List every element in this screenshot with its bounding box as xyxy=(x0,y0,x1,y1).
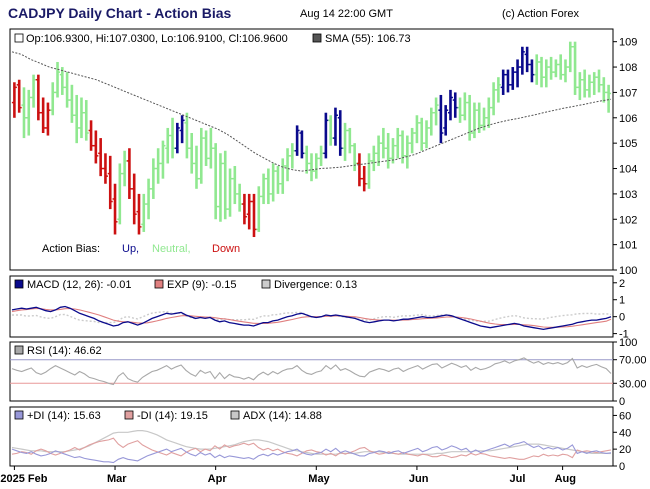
rsi-axis-tick-label: 70.00 xyxy=(619,355,647,367)
rsi-panel-frame xyxy=(9,341,614,402)
macd-axis-tick-label: -1 xyxy=(619,329,629,341)
divergence-legend-swatch xyxy=(261,279,271,289)
pdi-legend-swatch xyxy=(14,410,24,420)
x-axis-tick-label: Apr xyxy=(208,473,228,485)
price-axis-tick-label: 102 xyxy=(619,214,637,226)
adx-legend-text: ADX (14): 14.88 xyxy=(243,410,322,422)
x-axis-tick-label: Aug xyxy=(555,473,576,485)
exp-legend-swatch xyxy=(154,279,164,289)
ohlc-legend-swatch xyxy=(14,33,24,43)
dmi-axis-tick-label: 40 xyxy=(619,427,631,439)
ohlc-legend-text: Op:106.9300, Hi:107.0300, Lo:106.9100, C… xyxy=(26,33,288,45)
price-axis-tick-label: 109 xyxy=(619,37,637,49)
macd-axis-tick-label: 0 xyxy=(619,312,625,324)
chart-datetime: Aug 14 22:00 GMT xyxy=(300,8,393,20)
divergence-legend-text: Divergence: 0.13 xyxy=(274,279,357,291)
x-axis-tick-label: 2025 Feb xyxy=(0,473,47,485)
action-bias-label: Action Bias: xyxy=(42,243,100,255)
mdi-legend-swatch xyxy=(124,410,134,420)
dmi-panel-frame xyxy=(9,406,614,467)
price-axis-tick-label: 107 xyxy=(619,87,637,99)
rsi-axis-tick-label: 30.00 xyxy=(619,378,647,390)
price-axis-tick-label: 105 xyxy=(619,138,637,150)
sma-legend-swatch xyxy=(312,33,322,43)
exp-legend-text: EXP (9): -0.15 xyxy=(167,279,237,291)
price-axis-tick-label: 100 xyxy=(619,265,637,277)
rsi-axis-tick-label: 0 xyxy=(619,396,625,408)
x-axis-tick-label: Mar xyxy=(107,473,127,485)
dmi-axis-tick-label: 0 xyxy=(619,461,625,473)
macd-legend-text: MACD (12, 26): -0.01 xyxy=(27,279,132,291)
pdi-line xyxy=(11,440,612,464)
x-axis-tick-label: Jul xyxy=(510,473,526,485)
copyright-text: (c) Action Forex xyxy=(502,8,580,20)
dmi-axis-tick-label: 20 xyxy=(619,444,631,456)
macd-axis-tick-label: 2 xyxy=(619,278,625,290)
rsi-legend-text: RSI (14): 46.62 xyxy=(27,345,102,357)
sma-legend-text: SMA (55): 106.73 xyxy=(325,33,411,45)
price-legend-bg xyxy=(12,31,392,46)
price-axis-tick-label: 104 xyxy=(619,164,637,176)
price-axis-tick-label: 103 xyxy=(619,189,637,201)
chart-title: CADJPY Daily Chart - Action Bias xyxy=(8,5,232,21)
macd-line xyxy=(11,305,612,331)
sma-line xyxy=(11,51,612,172)
action-bias-neutral-label: Neutral, xyxy=(152,243,191,255)
dmi-axis-tick-label: 60 xyxy=(619,410,631,422)
mdi-legend-text: -DI (14): 19.15 xyxy=(137,410,208,422)
adx-line xyxy=(11,430,612,455)
rsi-legend-swatch xyxy=(14,345,24,355)
macd-legend-swatch xyxy=(14,279,24,289)
rsi-axis-tick-label: 100 xyxy=(619,337,637,349)
price-axis-tick-label: 101 xyxy=(619,240,637,252)
action-bias-down-label: Down xyxy=(212,243,240,255)
macd-panel-frame xyxy=(9,275,614,338)
price-axis-tick-label: 106 xyxy=(619,113,637,125)
x-axis-tick-label: Jun xyxy=(409,473,429,485)
price-axis-tick-label: 108 xyxy=(619,62,637,74)
adx-legend-swatch xyxy=(230,410,240,420)
action-bias-up-label: Up, xyxy=(122,243,139,255)
macd-axis-tick-label: 1 xyxy=(619,295,625,307)
pdi-legend-text: +DI (14): 15.63 xyxy=(27,410,101,422)
x-axis-tick-label: May xyxy=(308,473,330,485)
mdi-line xyxy=(11,437,612,460)
rsi-line xyxy=(11,357,612,386)
